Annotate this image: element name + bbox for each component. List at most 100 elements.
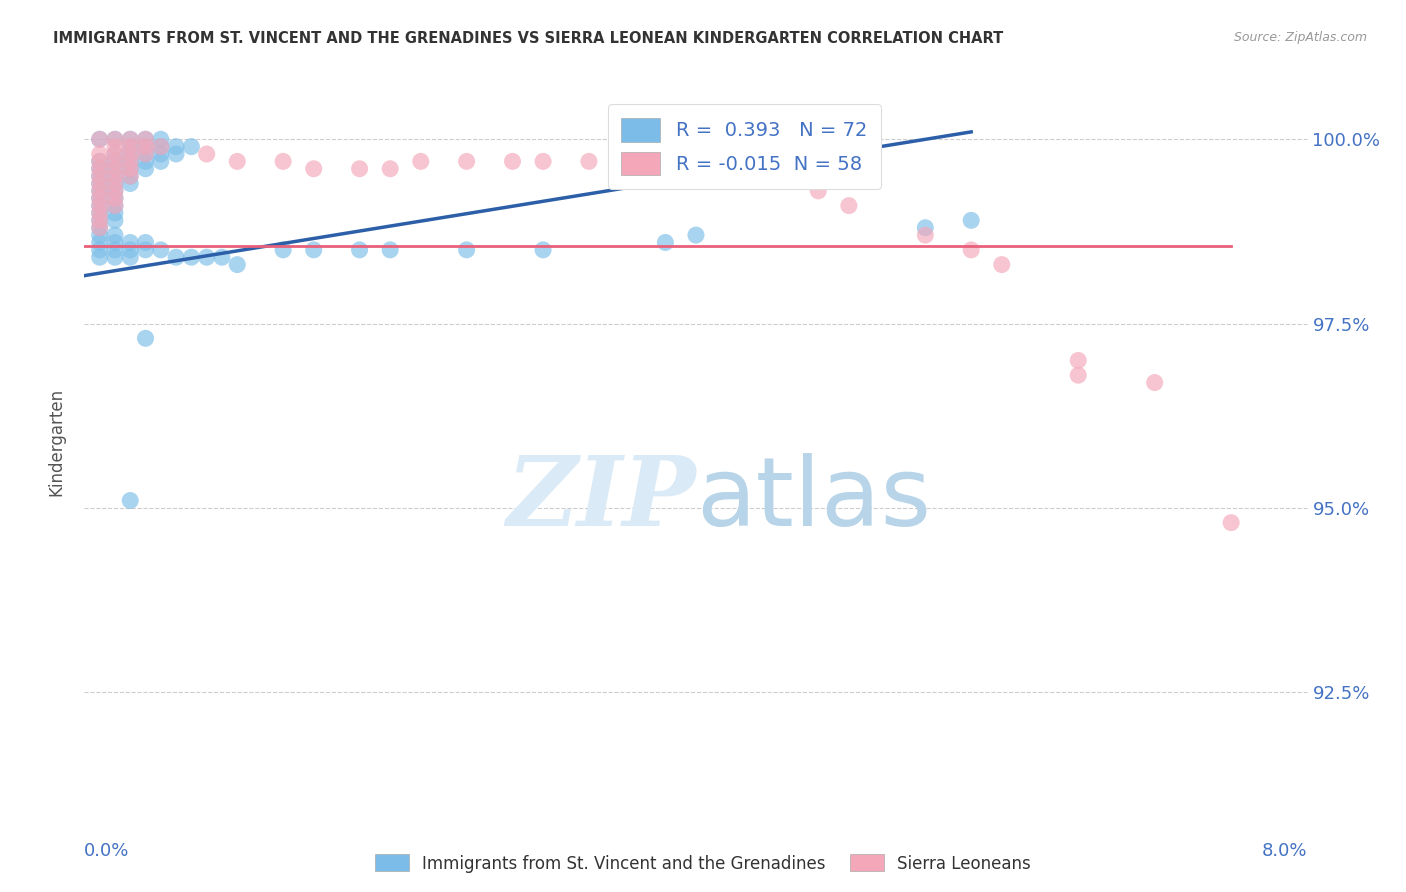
Text: Source: ZipAtlas.com: Source: ZipAtlas.com [1233, 31, 1367, 45]
Point [89, 199, 111, 213]
Point [180, 250, 202, 264]
Point [135, 132, 157, 146]
Point [271, 154, 294, 169]
Point [409, 154, 432, 169]
Point [104, 191, 127, 205]
Point [135, 139, 157, 153]
Point [89, 235, 111, 250]
Point [1067, 368, 1090, 383]
Y-axis label: Kindergarten: Kindergarten [48, 387, 66, 496]
Point [89, 199, 111, 213]
Point [135, 154, 157, 169]
Point [89, 154, 111, 169]
Point [135, 331, 157, 345]
Point [104, 154, 127, 169]
Point [104, 199, 127, 213]
Point [89, 132, 111, 146]
Point [120, 161, 142, 176]
Point [960, 213, 983, 227]
Point [135, 132, 157, 146]
Point [180, 139, 202, 153]
Text: 8.0%: 8.0% [1263, 842, 1308, 860]
Point [104, 132, 127, 146]
Point [120, 132, 142, 146]
Point [89, 132, 111, 146]
Point [89, 169, 111, 183]
Point [120, 493, 142, 508]
Point [654, 235, 676, 250]
Point [89, 177, 111, 191]
Point [89, 177, 111, 191]
Point [104, 243, 127, 257]
Point [960, 243, 983, 257]
Point [89, 206, 111, 220]
Point [716, 161, 738, 176]
Legend: Immigrants from St. Vincent and the Grenadines, Sierra Leoneans: Immigrants from St. Vincent and the Gren… [368, 847, 1038, 880]
Point [120, 235, 142, 250]
Point [104, 184, 127, 198]
Point [104, 184, 127, 198]
Point [1143, 376, 1166, 390]
Point [807, 184, 830, 198]
Point [120, 147, 142, 161]
Point [120, 154, 142, 169]
Point [104, 161, 127, 176]
Point [104, 147, 127, 161]
Point [89, 154, 111, 169]
Point [89, 191, 111, 205]
Point [838, 199, 860, 213]
Point [104, 139, 127, 153]
Point [271, 243, 294, 257]
Point [104, 177, 127, 191]
Point [89, 243, 111, 257]
Point [104, 169, 127, 183]
Point [120, 139, 142, 153]
Point [120, 132, 142, 146]
Point [578, 154, 600, 169]
Point [89, 184, 111, 198]
Point [914, 228, 936, 243]
Point [149, 154, 172, 169]
Point [104, 199, 127, 213]
Point [89, 250, 111, 264]
Point [135, 147, 157, 161]
Point [104, 147, 127, 161]
Point [149, 139, 172, 153]
Point [89, 161, 111, 176]
Legend: R =  0.393   N = 72, R = -0.015  N = 58: R = 0.393 N = 72, R = -0.015 N = 58 [607, 104, 882, 189]
Text: ZIP: ZIP [506, 452, 696, 546]
Point [104, 206, 127, 220]
Point [302, 243, 325, 257]
Point [89, 169, 111, 183]
Point [89, 147, 111, 161]
Point [120, 169, 142, 183]
Point [89, 184, 111, 198]
Point [531, 154, 554, 169]
Point [1067, 353, 1090, 368]
Point [685, 228, 707, 243]
Point [120, 243, 142, 257]
Point [135, 243, 157, 257]
Point [685, 161, 707, 176]
Point [89, 161, 111, 176]
Point [104, 228, 127, 243]
Point [380, 243, 402, 257]
Point [104, 191, 127, 205]
Point [135, 139, 157, 153]
Point [1220, 516, 1243, 530]
Point [349, 161, 371, 176]
Point [104, 154, 127, 169]
Point [195, 250, 218, 264]
Point [456, 154, 478, 169]
Point [211, 250, 233, 264]
Point [302, 161, 325, 176]
Point [120, 169, 142, 183]
Point [89, 206, 111, 220]
Point [89, 228, 111, 243]
Point [149, 132, 172, 146]
Point [195, 147, 218, 161]
Point [914, 220, 936, 235]
Point [104, 250, 127, 264]
Point [120, 139, 142, 153]
Point [135, 235, 157, 250]
